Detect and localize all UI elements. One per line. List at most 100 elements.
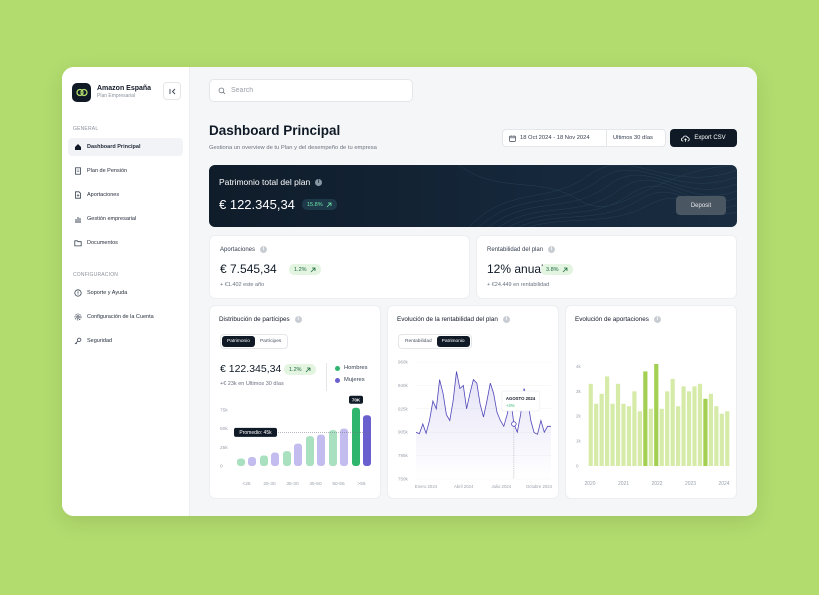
peak-label: 70K (352, 397, 361, 402)
sidebar-item-label: Plan de Pensión (87, 168, 128, 174)
sidebar-item-label: Configuración de la Cuenta (87, 314, 154, 320)
bar-aportacion (621, 403, 626, 466)
date-preset-label[interactable]: Ultimos 30 días (613, 135, 653, 141)
x-tick-label: 2022 (651, 481, 662, 487)
settings-icon (74, 313, 82, 321)
x-tick-label: Octubre 2024 (526, 484, 553, 489)
sidebar-item-label: Aportaciones (87, 192, 120, 198)
bar-hombres (329, 430, 337, 466)
info-icon[interactable]: i (315, 178, 323, 186)
bar-hombres (237, 458, 245, 466)
bar-mujeres (317, 434, 325, 466)
search-bar[interactable] (209, 79, 413, 102)
search-icon (218, 87, 226, 94)
x-tick-label: >55 (357, 481, 365, 487)
key-icon (74, 337, 82, 345)
page-title: Dashboard Principal (209, 123, 341, 138)
brand-subtitle: Plan Empresarial (97, 93, 136, 99)
x-tick-label: 45-50 (309, 481, 322, 487)
tab-participes[interactable]: Partícipes (259, 339, 282, 344)
x-tick-label: <25 (242, 481, 250, 487)
section-label-config: CONFIGURACION (73, 272, 119, 278)
date-range-picker[interactable]: 18 Oct 2024 - 18 Nov 2024 (503, 130, 607, 146)
x-tick-label: 25-30 (263, 481, 276, 487)
info-icon[interactable]: i (294, 316, 302, 323)
aportaciones-badge: 1.2% (289, 264, 321, 275)
evolucion-aport-title: Evolución de aportaciones (575, 316, 649, 323)
sidebar-item-label: Documentos (87, 240, 118, 246)
bar-mujeres (271, 452, 279, 466)
aportaciones-title: Aportaciones (220, 246, 256, 253)
bar-aportacion (605, 376, 610, 466)
date-filter[interactable]: 18 Oct 2024 - 18 Nov 2024 Ultimos 30 día… (502, 129, 666, 147)
patrimonio-card: Patrimonio total del plan i € 122.345,34… (209, 165, 737, 227)
distribucion-value: € 122.345,34 (220, 363, 282, 375)
collapse-sidebar-button[interactable] (163, 82, 181, 100)
average-label-box (234, 427, 277, 437)
decorative-wave-pattern (458, 165, 737, 227)
bar-aportacion (648, 408, 653, 466)
help-icon (74, 289, 82, 297)
info-icon[interactable]: i (653, 316, 661, 323)
tooltip-point (511, 421, 517, 427)
sidebar-item-seguridad[interactable]: Seguridad (68, 332, 183, 350)
deposit-button[interactable]: Deposit (676, 196, 726, 215)
bar-hombres (260, 455, 268, 466)
sidebar-item-aportaciones[interactable]: Aportaciones (68, 186, 183, 204)
aportaciones-badge-value: 1.2% (294, 266, 307, 273)
tab-rentabilidad[interactable]: Rentabilidad (405, 339, 432, 344)
tooltip-title: AGOSTO 2024 (506, 396, 536, 401)
evolucion-aportaciones-card: Evolución de aportaciones i 4k 3k 2k 1k 0 202… (565, 305, 737, 499)
bar-aportacion (665, 391, 670, 466)
aportaciones-card: Aportaciones i € 7.545,34 1.2% + €1.402 … (209, 235, 470, 299)
sidebar-item-dashboard[interactable]: Dashboard Principal (68, 138, 183, 156)
sidebar-item-documentos[interactable]: Documentos (68, 234, 183, 252)
y-tick-label: 0 (576, 464, 579, 469)
bar-aportacion (637, 411, 642, 466)
document-icon (75, 167, 81, 175)
sidebar-item-soporte[interactable]: Soporte y Ayuda (68, 284, 183, 302)
folder-icon (74, 240, 82, 247)
rentabilidad-title: Rentabilidad del plan (487, 246, 544, 253)
rentabilidad-badge-value: 3.8% (546, 266, 559, 273)
tab-patrimonio[interactable]: Patrimonio (222, 336, 255, 347)
hero-growth-badge: 15.8% (302, 199, 337, 210)
tooltip-box (501, 390, 541, 412)
sidebar-item-label: Dashboard Principal (87, 144, 141, 150)
bar-aportacion (670, 378, 675, 466)
sidebar-item-label: Seguridad (87, 338, 113, 344)
aportaciones-value: € 7.545,34 (220, 262, 277, 276)
bar-chart-icon (75, 217, 81, 223)
bar-aportacion (681, 386, 686, 466)
rentabilidad-card: Rentabilidad del plan i 12% anual 3.8% +… (476, 235, 737, 299)
evolucion-rent-title: Evolución de la rentabilidad del plan (397, 316, 498, 323)
bar-aportacion (708, 393, 713, 466)
tooltip-value: +4% (506, 403, 515, 408)
aportaciones-sub: + €1.402 este año (220, 282, 265, 288)
y-tick-label: 3k (576, 389, 582, 394)
section-label-general: GENERAL (73, 126, 99, 132)
info-icon[interactable]: i (502, 316, 510, 323)
bar-aportacion (588, 383, 593, 466)
rentabilidad-value: 12% anual (487, 262, 544, 276)
peak-label-box (349, 395, 363, 404)
y-tick-label: 25k (220, 445, 228, 451)
evolucion-rentabilidad-card: Evolución de la rentabilidad del plan i … (387, 305, 559, 499)
sidebar-item-configuracion[interactable]: Configuración de la Cuenta (68, 308, 183, 326)
info-icon[interactable]: i (260, 246, 268, 253)
export-csv-button[interactable]: Export CSV (670, 129, 737, 147)
sidebar-item-plan-pension[interactable]: Plan de Pensión (68, 162, 183, 180)
bar-aportacion (692, 386, 697, 466)
y-tick-label: 50k (220, 426, 228, 432)
x-tick-label: Julio 2024 (492, 484, 512, 489)
y-tick-label: 1k (576, 439, 582, 444)
info-icon[interactable]: i (548, 246, 556, 253)
file-add-icon (75, 191, 81, 199)
search-input[interactable] (231, 87, 401, 94)
sidebar-item-label: Gestión empresarial (87, 216, 137, 222)
arrow-up-right-icon (310, 267, 315, 272)
tab-patrimonio[interactable]: Patrimonio (436, 336, 470, 347)
bar-aportacion (626, 406, 632, 466)
distribucion-sub: +€ 23k en Ultimos 30 días (220, 381, 284, 387)
sidebar-item-gestion[interactable]: Gestión empresarial (68, 210, 183, 228)
